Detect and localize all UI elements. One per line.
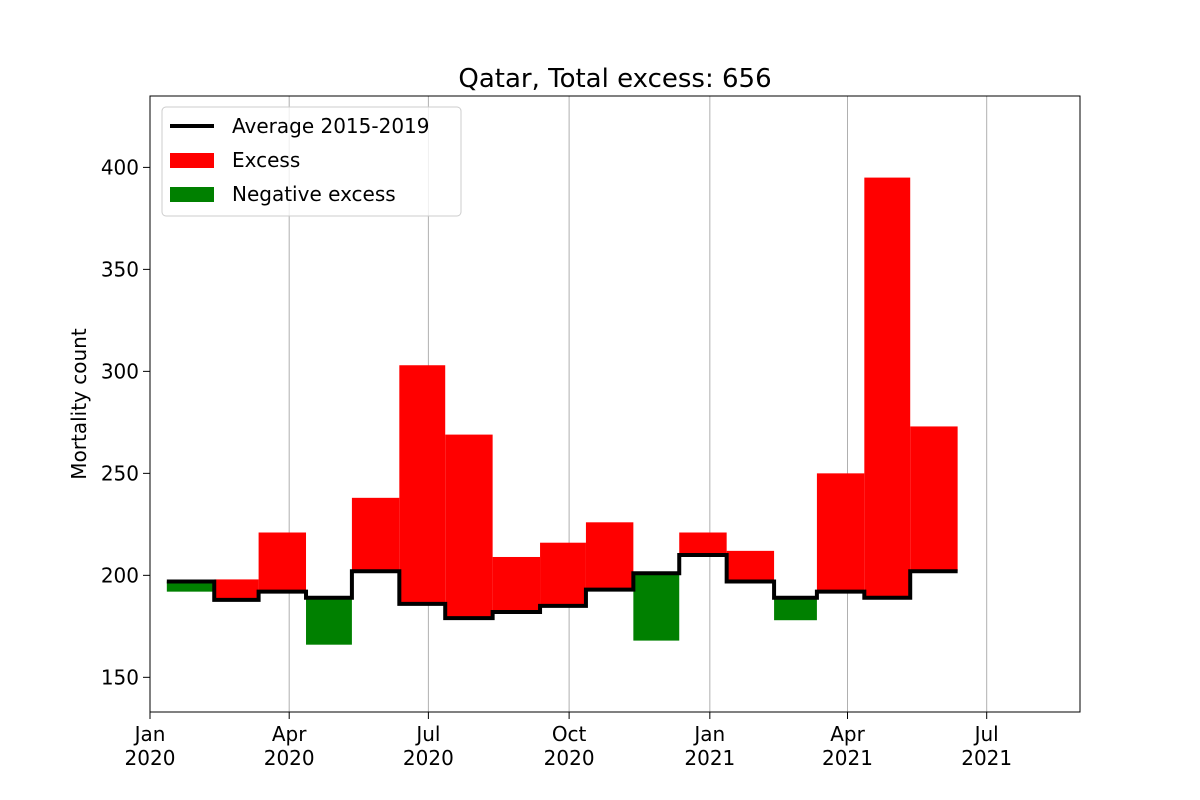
- y-tick-label: 400: [101, 155, 139, 179]
- x-tick-label: 2020: [544, 746, 595, 770]
- legend-negative-excess-label: Negative excess: [232, 182, 396, 206]
- x-tick-label: Jan: [692, 722, 725, 746]
- excess-bar: [399, 365, 446, 604]
- excess-bar: [910, 426, 958, 572]
- x-tick-label: Jan: [133, 722, 166, 746]
- x-tick-label: 2021: [684, 746, 735, 770]
- excess-bar: [816, 473, 865, 592]
- average-line-layer: [166, 552, 958, 621]
- x-tick-label: Jul: [414, 722, 440, 746]
- negative-excess-bar: [774, 597, 817, 621]
- excess-bar: [351, 497, 400, 572]
- excess-bar: [864, 177, 911, 598]
- x-tick-label: 2020: [264, 746, 315, 770]
- legend-negative-excess-swatch: [170, 187, 214, 202]
- x-tick-label: Oct: [552, 722, 587, 746]
- x-tick-label: Jul: [973, 722, 999, 746]
- legend-box: [161, 106, 462, 217]
- negative-excess-bar: [633, 573, 680, 641]
- average-step-line: [166, 552, 958, 621]
- y-axis-label: Mortality count: [67, 328, 91, 480]
- y-tick-label: 350: [101, 257, 139, 281]
- bars-layer: [166, 177, 958, 645]
- excess-bar: [679, 532, 727, 555]
- excess-bar: [492, 556, 541, 613]
- excess-bar: [214, 579, 259, 600]
- x-tick-label: Apr: [830, 722, 865, 746]
- excess-bar: [445, 434, 493, 619]
- y-tick-label: 200: [101, 563, 139, 587]
- chart-title: Qatar, Total excess: 656: [458, 64, 771, 94]
- x-tick-label: 2020: [125, 746, 176, 770]
- plot-frame: [149, 95, 1081, 713]
- negative-excess-bar: [166, 581, 215, 592]
- x-tick-label: Apr: [272, 722, 307, 746]
- legend-average-label: Average 2015-2019: [232, 114, 430, 138]
- y-tick-label: 300: [101, 359, 139, 383]
- x-tick-label: 2020: [403, 746, 454, 770]
- x-tick-label: 2021: [822, 746, 873, 770]
- legend: Average 2015-2019 Excess Negative excess: [161, 106, 462, 217]
- excess-bar: [585, 522, 634, 590]
- legend-excess-swatch: [170, 153, 214, 168]
- ticks-layer: Jan2020Apr2020Jul2020Oct2020Jan2021Apr20…: [101, 155, 1012, 770]
- excess-bar: [258, 532, 307, 592]
- y-tick-label: 150: [101, 665, 139, 689]
- excess-bar: [540, 542, 586, 606]
- legend-excess-label: Excess: [232, 148, 300, 172]
- excess-bar: [726, 550, 775, 582]
- negative-excess-bar: [306, 597, 352, 645]
- y-tick-label: 250: [101, 461, 139, 485]
- x-tick-label: 2021: [961, 746, 1012, 770]
